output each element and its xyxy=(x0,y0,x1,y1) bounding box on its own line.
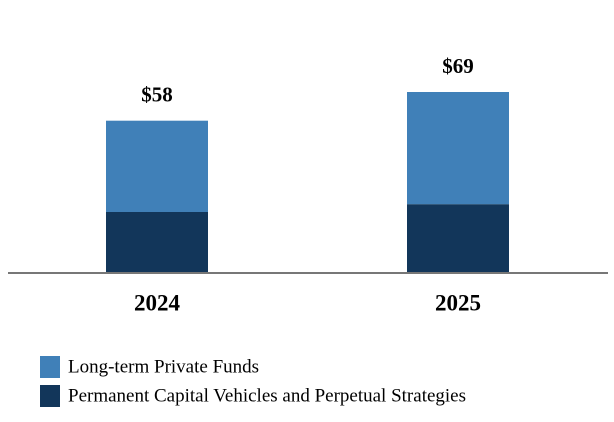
total-label: $58 xyxy=(141,83,173,107)
total-label: $69 xyxy=(442,54,474,78)
legend-label: Permanent Capital Vehicles and Perpetual… xyxy=(68,385,466,406)
bar-segment xyxy=(106,212,208,272)
bar-segment xyxy=(407,204,509,272)
bar-segment xyxy=(106,120,208,212)
legend-swatch xyxy=(40,385,60,407)
x-tick-label: 2025 xyxy=(435,290,481,315)
legend-label: Long-term Private Funds xyxy=(68,356,259,377)
bar-segment xyxy=(407,92,509,205)
legend-swatch xyxy=(40,356,60,378)
x-tick-label: 2024 xyxy=(134,290,181,315)
